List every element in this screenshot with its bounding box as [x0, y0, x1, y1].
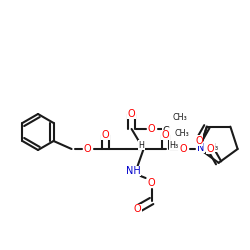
Text: H₃: H₃ — [169, 140, 178, 149]
Text: O: O — [195, 136, 203, 146]
Text: O: O — [180, 144, 188, 154]
Text: CH₃: CH₃ — [172, 112, 187, 122]
Text: O: O — [148, 124, 156, 134]
Text: H: H — [139, 140, 144, 149]
Text: O: O — [162, 130, 170, 140]
Text: O: O — [134, 204, 141, 214]
Text: O: O — [207, 144, 214, 154]
Text: O: O — [102, 130, 110, 140]
Text: O: O — [128, 109, 136, 119]
Text: H₃: H₃ — [209, 142, 218, 152]
Text: NH: NH — [126, 166, 141, 176]
Text: CH₃: CH₃ — [174, 128, 189, 138]
Text: C: C — [162, 126, 169, 136]
Text: N: N — [197, 143, 204, 153]
Text: O: O — [84, 144, 92, 154]
Text: O: O — [148, 178, 156, 188]
